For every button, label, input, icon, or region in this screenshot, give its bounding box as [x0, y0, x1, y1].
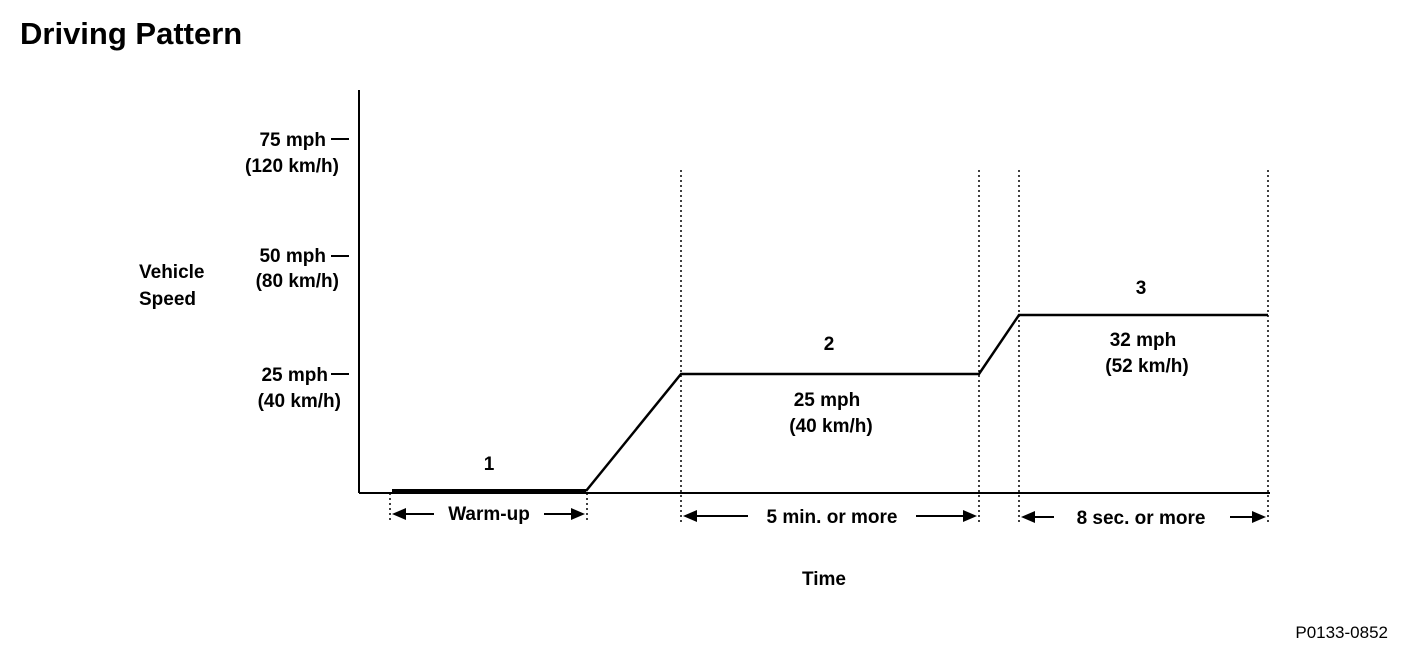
phase-3-duration-label: 8 sec. or more: [1077, 508, 1206, 529]
y-tick-75-kmh: (120 km/h): [245, 156, 339, 177]
diagram-title: Driving Pattern: [20, 16, 242, 51]
y-tick-25-kmh: (40 km/h): [258, 391, 341, 412]
figure-code: P0133-0852: [1295, 623, 1388, 642]
y-tick-25-mph: 25 mph: [261, 365, 328, 386]
y-tick-50-kmh: (80 km/h): [256, 271, 339, 292]
speed-profile-line: [585, 313, 1268, 492]
y-axis-label-line1: Vehicle: [139, 262, 205, 283]
phase-1-number: 1: [484, 454, 495, 475]
phase-2-speed-mph: 25 mph: [794, 390, 861, 411]
y-axis-label-line2: Speed: [139, 289, 196, 310]
y-tick-50-mph: 50 mph: [259, 246, 326, 267]
warmup-duration-arrow: [392, 508, 585, 520]
phase-3-speed-mph: 32 mph: [1110, 330, 1177, 351]
phase-3-number: 3: [1136, 278, 1147, 299]
warmup-duration-label: Warm-up: [448, 504, 530, 525]
x-axis-label: Time: [802, 569, 846, 590]
phase-3-speed-kmh: (52 km/h): [1105, 356, 1188, 377]
y-tick-75-mph: 75 mph: [259, 130, 326, 151]
phase-3-duration-arrow: [1021, 511, 1266, 523]
phase-2-duration-arrow: [683, 510, 977, 522]
phase-2-duration-label: 5 min. or more: [767, 507, 898, 528]
phase-2-number: 2: [824, 334, 835, 355]
phase-2-speed-kmh: (40 km/h): [789, 416, 872, 437]
